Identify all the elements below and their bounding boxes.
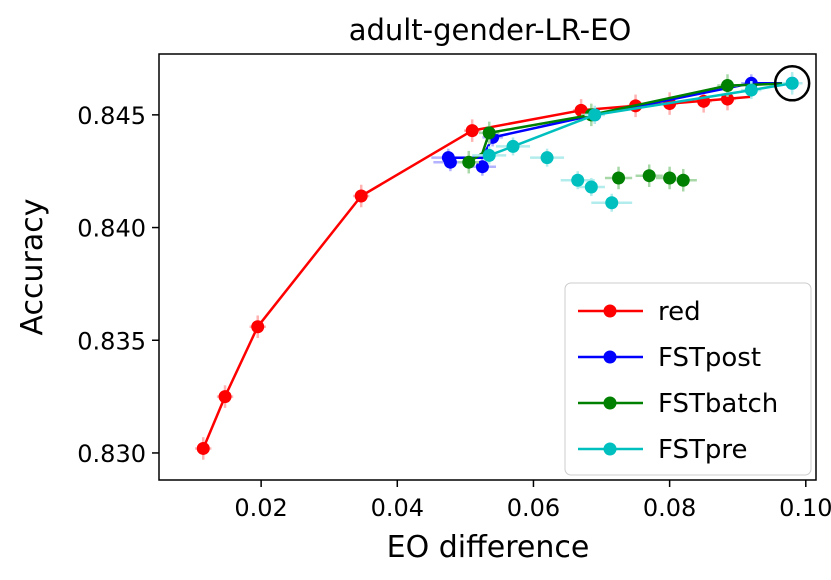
point-FSTpre-2: [540, 151, 554, 165]
point-red-3: [354, 189, 368, 203]
point-FSTbatch-3: [720, 79, 734, 93]
series-line-red: [202, 95, 752, 449]
x-tick-label-3: 0.08: [643, 494, 696, 522]
plot-marks: [195, 65, 811, 460]
point-red-5: [574, 103, 588, 117]
point-FSTbatch-1: [482, 126, 496, 140]
y-axis-label: Accuracy: [15, 199, 50, 336]
y-tick-label-1: 0.835: [77, 327, 146, 355]
point-FSTpre-8: [785, 76, 799, 90]
point-red-0: [196, 441, 210, 455]
chart-title: adult-gender-LR-EO: [349, 13, 632, 47]
point-FSTpre-6: [588, 108, 602, 122]
point-red-1: [218, 390, 232, 404]
point-FSTbatch-7: [676, 173, 690, 187]
point-FSTpost-1: [443, 155, 457, 169]
legend-marker-FSTpre: [603, 442, 617, 456]
point-FSTpre-4: [584, 180, 598, 194]
legend-item-FSTpost: FSTpost: [578, 343, 761, 373]
legend-marker-FSTbatch: [603, 396, 617, 410]
point-FSTbatch-4: [612, 171, 626, 185]
y-tick-label-0: 0.830: [77, 440, 146, 468]
point-FSTbatch-5: [642, 169, 656, 183]
legend-label-FSTpre: FSTpre: [658, 435, 748, 465]
x-tick-label-4: 0.10: [779, 494, 831, 522]
legend-label-FSTpost: FSTpost: [658, 343, 761, 373]
legend-item-FSTbatch: FSTbatch: [578, 389, 778, 419]
legend-box: [564, 282, 812, 476]
y-tick-label-3: 0.845: [77, 102, 146, 130]
point-FSTpre-1: [506, 139, 520, 153]
point-FSTpre-5: [605, 196, 619, 210]
point-FSTbatch-6: [663, 171, 677, 185]
point-FSTpre-3: [571, 173, 585, 187]
legend-marker-red: [603, 304, 617, 318]
y-tick-label-2: 0.840: [77, 215, 146, 243]
point-red-2: [251, 320, 265, 334]
point-FSTpre-0: [482, 148, 496, 162]
plot-frame: [158, 53, 817, 481]
legend-marker-FSTpost: [603, 350, 617, 364]
x-tick-label-2: 0.06: [507, 494, 560, 522]
legend: red FSTpost FSTbatch FSTpre: [564, 282, 812, 476]
point-FSTpost-2: [475, 160, 489, 174]
x-axis-ticks: 0.02 0.04 0.06 0.08 0.10: [234, 480, 831, 522]
legend-item-red: red: [578, 297, 701, 327]
highlight-circle: [773, 65, 811, 102]
x-tick-label-0: 0.02: [234, 494, 287, 522]
point-FSTbatch-0: [462, 155, 476, 169]
point-red-4: [465, 124, 479, 138]
point-FSTpre-7: [744, 83, 758, 97]
x-axis-label: EO difference: [387, 530, 590, 565]
legend-item-FSTpre: FSTpre: [578, 435, 748, 465]
series-FSTpre: [472, 72, 803, 212]
point-red-9: [720, 92, 734, 106]
y-axis-ticks: 0.830 0.835 0.840 0.845: [77, 102, 159, 468]
legend-label-red: red: [658, 297, 701, 327]
legend-label-FSTbatch: FSTbatch: [658, 389, 778, 419]
x-tick-label-1: 0.04: [371, 494, 424, 522]
